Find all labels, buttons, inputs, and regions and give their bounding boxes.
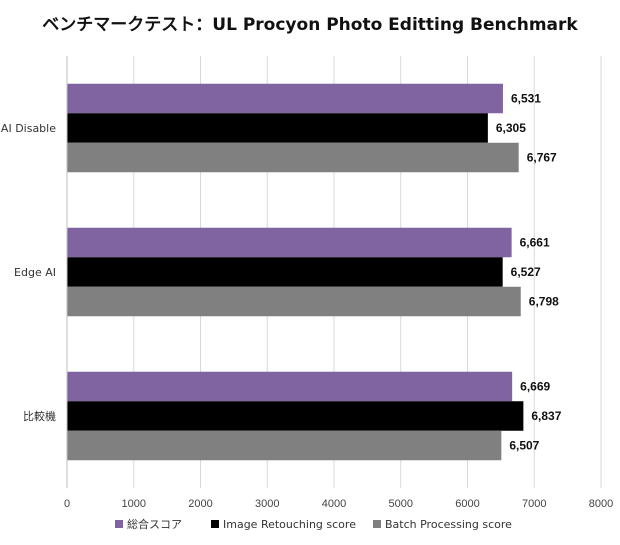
axes: 0 1000 2000 3000 4000 5000 6000 7000 8000 AI Disa… [1,56,613,510]
chart-title: ベンチマークテスト：UL Procyon Photo Editting Benc… [42,15,578,35]
category-label: AI Disable [1,122,56,135]
data-label: 6,305 [496,121,526,135]
data-labels: 6,531 6,305 6,767 6,661 6,527 6,798 6,669 6,837… [496,92,562,453]
bar [67,113,488,143]
legend-label: Image Retouching score [223,518,356,531]
bar [67,83,503,114]
category-label: 比較機 [23,409,56,423]
bar [67,430,502,461]
bar [67,227,512,258]
data-label: 6,837 [531,409,561,423]
x-tick-label: 7000 [522,498,546,510]
x-tick-label: 2000 [188,498,212,510]
x-tick-label: 4000 [322,498,346,510]
x-tick-label: 0 [64,498,70,510]
bar [67,371,513,402]
legend: 総合スコア Image Retouching score Batch Process… [115,517,512,531]
data-label: 6,767 [527,151,557,165]
bar [67,401,524,431]
data-label: 6,798 [529,295,559,309]
x-tick-label: 1000 [122,498,146,510]
bar [67,286,521,317]
category-label: Edge AI [14,266,56,279]
bars [67,83,524,461]
x-tick-label: 6000 [455,498,479,510]
data-label: 6,669 [520,380,550,394]
legend-swatch [211,520,219,528]
data-label: 6,531 [511,92,541,106]
bar [67,142,519,173]
x-tick-label: 3000 [255,498,279,510]
x-tick-label: 8000 [589,498,613,510]
legend-label: Batch Processing score [385,518,512,531]
data-label: 6,507 [509,439,539,453]
data-label: 6,661 [520,236,550,250]
data-label: 6,527 [511,265,541,279]
legend-swatch [115,520,123,528]
x-tick-label: 5000 [389,498,413,510]
legend-swatch [373,520,381,528]
legend-label: 総合スコア [127,517,182,531]
bar [67,257,503,287]
